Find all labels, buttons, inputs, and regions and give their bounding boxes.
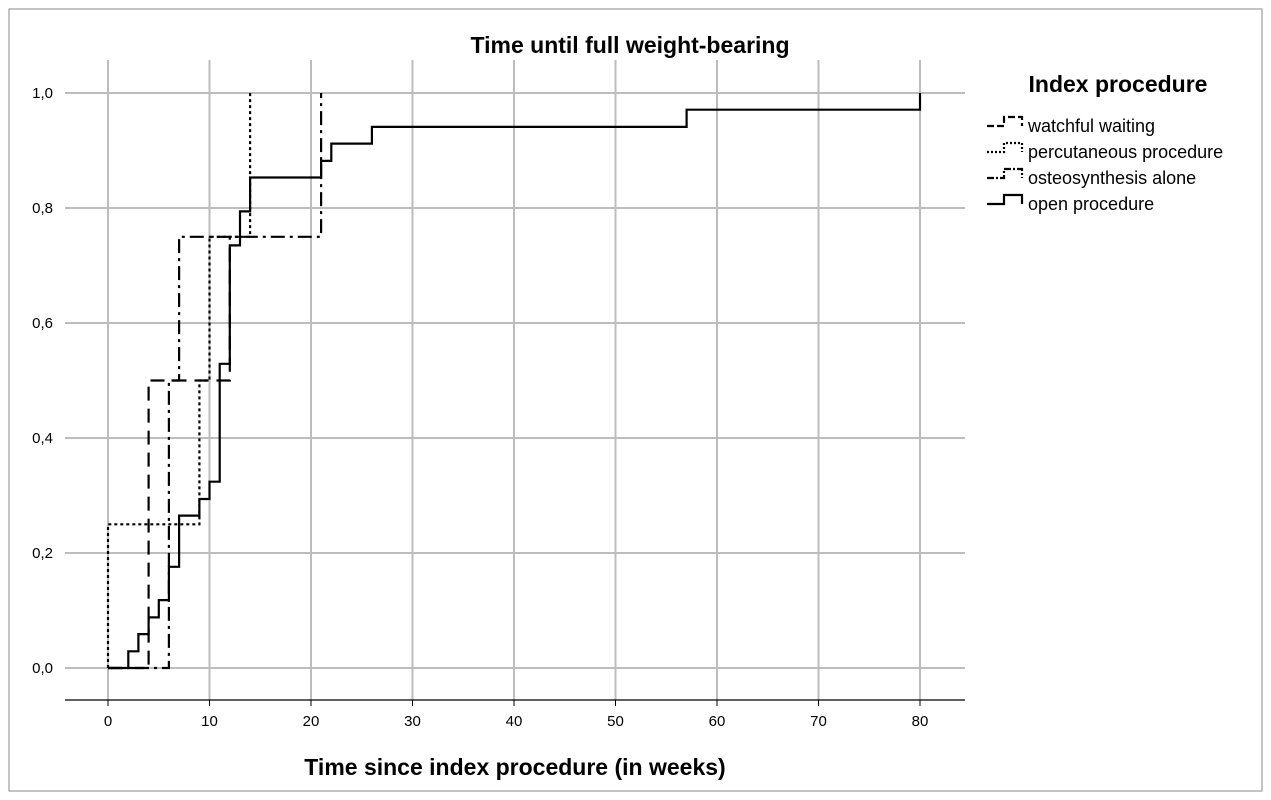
legend-title: Index procedure: [1029, 71, 1208, 97]
gridlines: [65, 60, 965, 700]
y-tick-label: 0,4: [32, 430, 53, 447]
legend-entry-label: osteosynthesis alone: [1028, 168, 1196, 188]
legend-swatch-dotted: [987, 141, 1024, 154]
y-tick-label: 0,0: [32, 660, 53, 677]
y-tick-label: 0,6: [32, 315, 53, 332]
legend: Index procedure watchful waiting percutan…: [987, 71, 1223, 214]
x-tick-label: 40: [506, 713, 523, 730]
x-tick-label: 80: [912, 713, 929, 730]
figure-frame: [8, 8, 1263, 792]
legend-entry-label: open procedure: [1028, 194, 1154, 214]
legend-swatch-dashdot: [987, 167, 1024, 180]
chart-title: Time until full weight-bearing: [470, 32, 789, 58]
series-line-dashdot: [108, 93, 323, 670]
legend-swatch-dashed: [987, 115, 1024, 128]
series-line-dotted: [106, 93, 252, 668]
series-layer: [106, 93, 922, 670]
y-axis-ticks: 0,0 0,2 0,4 0,6 0,8 1,0: [32, 85, 53, 677]
legend-swatch-solid: [987, 193, 1024, 206]
x-tick-label: 20: [303, 713, 320, 730]
legend-entry-label: percutaneous procedure: [1028, 142, 1223, 162]
x-tick-label: 70: [810, 713, 827, 730]
y-tick-label: 0,8: [32, 200, 53, 217]
x-tick-label: 60: [709, 713, 726, 730]
x-axis-label: Time since index procedure (in weeks): [304, 754, 725, 780]
x-tick-label: 0: [104, 713, 112, 730]
x-tick-label: 10: [201, 713, 218, 730]
legend-entry-label: watchful waiting: [1027, 116, 1155, 136]
y-tick-label: 1,0: [32, 85, 53, 102]
y-tick-label: 0,2: [32, 545, 53, 562]
x-axis-ticks: 0 10 20 30 40 50 60 70 80: [104, 700, 929, 730]
series-line-solid: [108, 93, 922, 670]
x-tick-label: 50: [607, 713, 624, 730]
x-tick-label: 30: [404, 713, 421, 730]
